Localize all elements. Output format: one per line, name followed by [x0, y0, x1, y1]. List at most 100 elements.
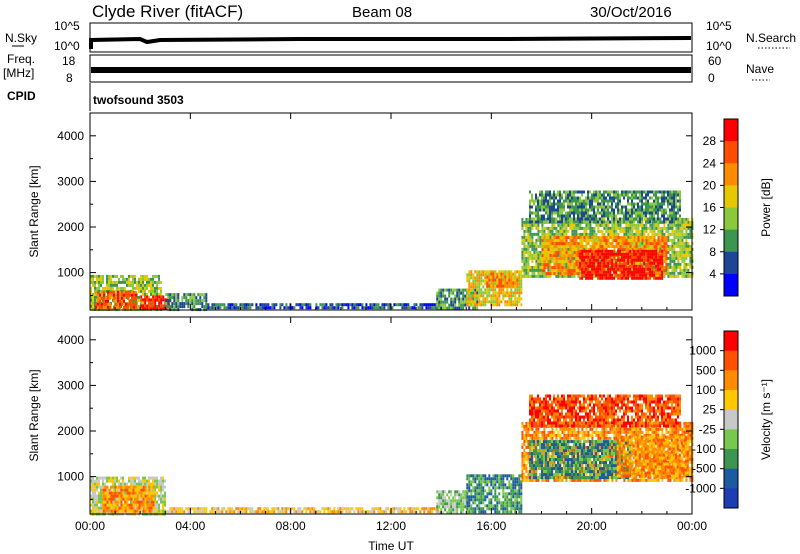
data-cell — [433, 306, 436, 310]
data-cell — [486, 278, 489, 282]
data-cell — [607, 249, 610, 253]
data-cell — [533, 211, 535, 215]
data-cell — [160, 482, 162, 486]
data-cell — [122, 476, 124, 480]
data-cell — [611, 211, 613, 215]
data-cell — [629, 211, 631, 215]
data-cell — [629, 263, 632, 267]
data-cell — [555, 202, 557, 206]
data-cell — [102, 482, 104, 486]
data-cell — [579, 248, 582, 252]
data-cell — [561, 263, 564, 267]
data-cell — [96, 280, 98, 284]
data-cell — [557, 205, 559, 209]
data-cell — [643, 273, 646, 277]
data-cell — [561, 251, 564, 255]
data-cell — [591, 248, 594, 252]
data-cell — [629, 196, 631, 200]
data-cell — [681, 241, 684, 245]
data-cell — [237, 306, 240, 310]
data-cell — [585, 223, 588, 227]
data-cell — [462, 291, 465, 295]
data-cell — [547, 274, 550, 278]
data-cell — [637, 249, 640, 253]
data-cell — [321, 303, 324, 307]
data-cell — [551, 208, 553, 212]
data-cell — [113, 305, 115, 309]
data-cell — [555, 239, 558, 243]
data-cell — [446, 297, 449, 301]
data-cell — [114, 476, 116, 480]
data-cell — [583, 236, 586, 240]
data-cell — [557, 274, 560, 278]
data-cell — [593, 236, 596, 240]
data-cell — [150, 307, 153, 311]
data-cell — [99, 293, 101, 297]
data-cell — [671, 220, 673, 224]
data-cell — [425, 306, 428, 310]
data-cell — [619, 257, 622, 261]
data-cell — [591, 273, 594, 277]
data-cell — [667, 223, 670, 227]
data-cell — [573, 190, 575, 194]
data-cell — [613, 255, 616, 259]
data-cell — [633, 220, 635, 224]
data-cell — [625, 252, 628, 256]
data-cell — [655, 255, 658, 259]
data-cell — [452, 297, 455, 301]
data-cell — [90, 503, 92, 507]
data-cell — [649, 258, 652, 262]
data-cell — [235, 303, 238, 307]
data-cell — [677, 259, 680, 263]
data-cell — [673, 268, 676, 272]
data-cell — [122, 286, 124, 290]
data-cell — [523, 241, 526, 245]
data-cell — [100, 283, 102, 287]
data-cell — [683, 253, 686, 257]
data-cell — [655, 193, 657, 197]
data-cell — [647, 226, 650, 230]
data-cell — [601, 211, 603, 215]
data-cell — [569, 226, 572, 230]
data-cell — [98, 274, 100, 278]
data-cell — [679, 265, 682, 269]
data-cell — [657, 252, 660, 256]
data-cell — [665, 208, 667, 212]
data-cell — [227, 306, 230, 310]
data-cell — [150, 304, 153, 308]
data-cell — [617, 226, 620, 230]
data-cell — [615, 242, 618, 246]
data-cell — [537, 226, 540, 230]
data-cell — [543, 251, 546, 255]
data-cell — [112, 283, 114, 287]
data-cell — [440, 300, 443, 304]
data-cell — [92, 298, 94, 302]
data-cell — [647, 190, 649, 194]
data-cell — [108, 497, 111, 501]
data-cell — [351, 303, 354, 307]
data-cell — [609, 190, 611, 194]
data-cell — [551, 223, 554, 227]
data-cell — [523, 271, 526, 275]
data-cell — [597, 249, 600, 253]
data-cell — [134, 476, 136, 480]
data-cell — [130, 274, 132, 278]
data-cell — [490, 275, 493, 279]
data-cell — [571, 269, 574, 273]
data-cell — [116, 307, 118, 311]
data-cell — [555, 269, 558, 273]
data-cell — [173, 293, 176, 297]
data-cell — [259, 306, 262, 310]
data-cell — [597, 264, 600, 268]
data-cell — [635, 211, 637, 215]
data-cell — [478, 279, 481, 283]
data-cell — [615, 273, 618, 277]
data-cell — [543, 269, 546, 273]
data-cell — [627, 251, 630, 255]
data-cell — [537, 244, 540, 248]
data-cell — [547, 205, 549, 209]
data-cell — [635, 267, 638, 271]
data-cell — [337, 306, 340, 310]
data-cell — [643, 249, 646, 253]
data-cell — [617, 220, 619, 224]
